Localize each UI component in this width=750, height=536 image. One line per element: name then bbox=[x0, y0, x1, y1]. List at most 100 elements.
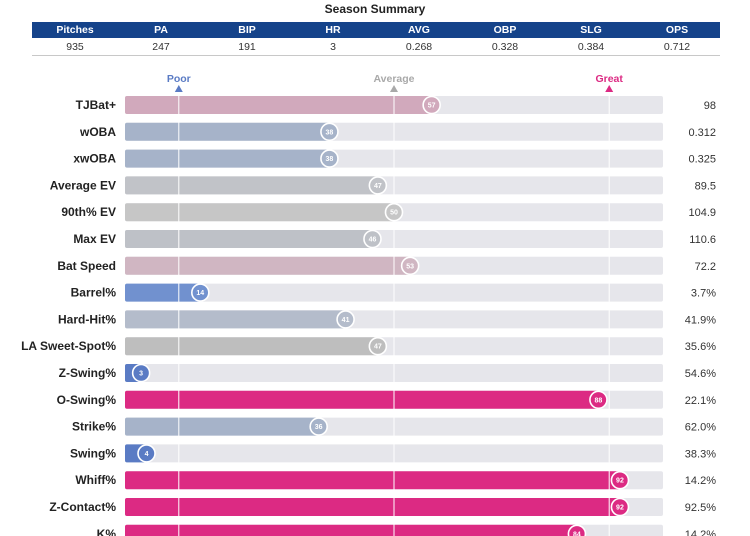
row-value: 89.5 bbox=[695, 180, 716, 192]
row-label: Max EV bbox=[73, 232, 116, 246]
summary-header-cell: PA bbox=[118, 22, 204, 38]
row-value: 98 bbox=[704, 100, 716, 112]
percentile-label: 38 bbox=[326, 129, 334, 136]
reference-label: Great bbox=[595, 73, 623, 85]
row-label: Hard-Hit% bbox=[58, 312, 116, 326]
percentile-label: 3 bbox=[139, 371, 143, 378]
reference-label: Average bbox=[373, 73, 414, 85]
percentile-label: 57 bbox=[428, 103, 436, 110]
percentile-label: 88 bbox=[595, 397, 603, 404]
percentile-label: 4 bbox=[145, 451, 149, 458]
summary-value-cell: 0.384 bbox=[548, 38, 634, 56]
row-label: Average EV bbox=[50, 178, 116, 192]
percentile-circle bbox=[567, 524, 587, 536]
row-value: 3.7% bbox=[691, 288, 716, 300]
summary-header-cell: AVG bbox=[376, 22, 462, 38]
row-value: 41.9% bbox=[685, 314, 716, 326]
percentile-circle bbox=[368, 176, 388, 195]
percentile-circle bbox=[320, 149, 339, 168]
summary-header-cell: BIP bbox=[204, 22, 290, 38]
percentile-circle bbox=[400, 256, 420, 276]
percentile-bar bbox=[125, 230, 373, 248]
row-label: LA Sweet-Spot% bbox=[21, 339, 116, 353]
summary-header-cell: HR bbox=[290, 22, 376, 38]
percentile-circle bbox=[368, 336, 388, 356]
row-value: 72.2 bbox=[695, 261, 716, 273]
row-value: 14.2% bbox=[685, 529, 716, 536]
chart-title: Season Summary bbox=[324, 2, 426, 16]
summary-value-cell: 935 bbox=[32, 38, 118, 56]
row-value: 54.6% bbox=[685, 368, 716, 380]
percentile-bar bbox=[125, 417, 319, 436]
summary-header-cell: SLG bbox=[548, 22, 634, 38]
percentile-label: 41 bbox=[342, 317, 350, 324]
reference-marker-icon bbox=[605, 85, 614, 92]
row-label: Whiff% bbox=[75, 473, 116, 487]
row-value: 14.2% bbox=[685, 475, 716, 487]
summary-header-cell: OPS bbox=[634, 22, 720, 38]
percentile-circle bbox=[137, 444, 156, 463]
reference-label: Poor bbox=[167, 73, 191, 85]
row-value: 110.6 bbox=[689, 234, 716, 246]
row-label: 90th% EV bbox=[61, 205, 116, 219]
percentile-bar bbox=[125, 203, 394, 222]
percentile-bar bbox=[125, 498, 620, 516]
summary-value-cell: 0.268 bbox=[376, 38, 462, 56]
row-label: wOBA bbox=[79, 125, 116, 139]
percentile-label: 50 bbox=[390, 210, 398, 217]
percentile-circle bbox=[610, 497, 630, 517]
percentile-circle bbox=[363, 229, 382, 249]
percentile-circle bbox=[131, 363, 151, 383]
season-summary-table: Pitches PA BIP HR AVG OBP SLG OPS 935 24… bbox=[32, 22, 720, 56]
row-label: Swing% bbox=[70, 446, 116, 460]
percentile-bar bbox=[125, 176, 378, 195]
percentile-label: 47 bbox=[374, 344, 382, 351]
row-label: xwOBA bbox=[73, 152, 116, 166]
percentile-circle bbox=[191, 283, 210, 302]
percentile-circle bbox=[610, 470, 630, 490]
summary-value-cell: 247 bbox=[118, 38, 204, 56]
row-value: 38.3% bbox=[685, 448, 716, 460]
percentile-bar bbox=[125, 471, 620, 490]
percentile-bar bbox=[125, 96, 432, 114]
percentile-circle bbox=[422, 95, 441, 115]
percentile-circle bbox=[589, 390, 608, 410]
reference-marker-icon bbox=[174, 85, 183, 92]
row-value: 0.312 bbox=[688, 127, 716, 139]
percentile-bar bbox=[125, 390, 599, 409]
row-label: Bat Speed bbox=[57, 259, 116, 273]
summary-value-cell: 3 bbox=[290, 38, 376, 56]
percentile-label: 14 bbox=[196, 290, 204, 297]
percentile-label: 92 bbox=[616, 478, 624, 485]
row-label: Strike% bbox=[72, 420, 116, 434]
percentile-bar bbox=[125, 122, 330, 141]
summary-header-cell: Pitches bbox=[32, 22, 118, 38]
percentile-label: 84 bbox=[573, 531, 581, 536]
percentile-label: 47 bbox=[374, 183, 382, 190]
row-value: 62.0% bbox=[685, 422, 716, 434]
percentile-bar bbox=[125, 149, 330, 168]
percentile-bar bbox=[125, 283, 201, 302]
row-label: K% bbox=[97, 527, 117, 536]
row-value: 22.1% bbox=[685, 395, 716, 407]
summary-value-cell: 0.328 bbox=[462, 38, 548, 56]
percentile-circle bbox=[336, 310, 355, 329]
row-label: Z-Swing% bbox=[59, 366, 117, 380]
percentile-circle bbox=[320, 122, 339, 142]
row-label: Barrel% bbox=[71, 286, 117, 300]
percentile-circle bbox=[384, 202, 404, 222]
percentile-bar bbox=[125, 524, 577, 536]
row-label: O-Swing% bbox=[57, 393, 117, 407]
row-value: 35.6% bbox=[685, 341, 716, 353]
summary-header-cell: OBP bbox=[462, 22, 548, 38]
percentile-label: 38 bbox=[326, 156, 334, 163]
summary-header-row: Pitches PA BIP HR AVG OBP SLG OPS bbox=[32, 22, 720, 38]
reference-marker-icon bbox=[390, 85, 398, 92]
percentile-label: 46 bbox=[369, 237, 377, 244]
summary-value-cell: 0.712 bbox=[634, 38, 720, 56]
row-value: 104.9 bbox=[688, 207, 716, 219]
percentile-bar bbox=[125, 256, 411, 275]
percentile-label: 92 bbox=[616, 505, 624, 512]
percentile-label: 36 bbox=[315, 424, 323, 431]
